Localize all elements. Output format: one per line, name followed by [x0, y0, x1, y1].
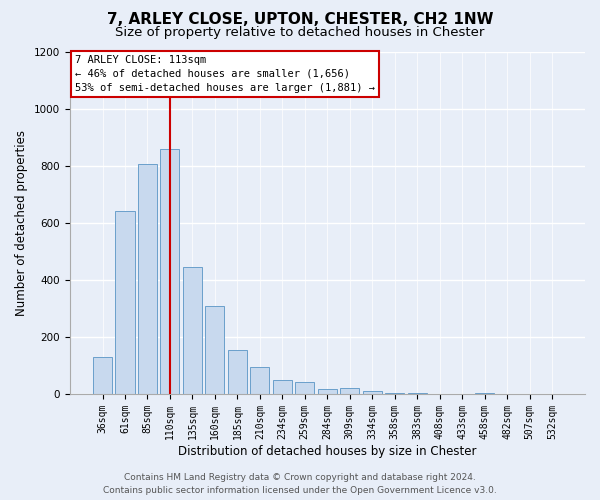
Text: Size of property relative to detached houses in Chester: Size of property relative to detached ho…	[115, 26, 485, 39]
Bar	[138, 164, 157, 394]
Bar	[250, 367, 269, 394]
Bar	[228, 350, 247, 394]
Bar	[273, 380, 292, 394]
Y-axis label: Number of detached properties: Number of detached properties	[15, 130, 28, 316]
Bar	[340, 388, 359, 394]
Text: 7 ARLEY CLOSE: 113sqm
← 46% of detached houses are smaller (1,656)
53% of semi-d: 7 ARLEY CLOSE: 113sqm ← 46% of detached …	[74, 55, 374, 93]
Text: Contains HM Land Registry data © Crown copyright and database right 2024.
Contai: Contains HM Land Registry data © Crown c…	[103, 474, 497, 495]
X-axis label: Distribution of detached houses by size in Chester: Distribution of detached houses by size …	[178, 444, 476, 458]
Text: 7, ARLEY CLOSE, UPTON, CHESTER, CH2 1NW: 7, ARLEY CLOSE, UPTON, CHESTER, CH2 1NW	[107, 12, 493, 28]
Bar	[475, 392, 494, 394]
Bar	[318, 389, 337, 394]
Bar	[205, 306, 224, 394]
Bar	[362, 390, 382, 394]
Bar	[183, 267, 202, 394]
Bar	[160, 148, 179, 394]
Bar	[385, 392, 404, 394]
Bar	[115, 212, 134, 394]
Bar	[93, 357, 112, 394]
Bar	[295, 382, 314, 394]
